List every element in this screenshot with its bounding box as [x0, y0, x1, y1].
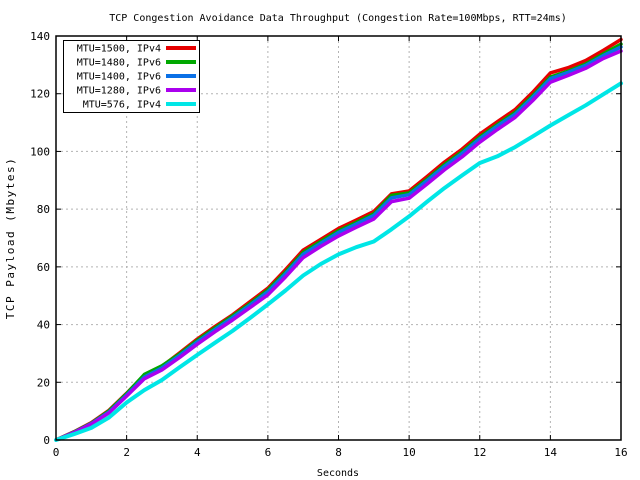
legend-label-0: MTU=1500, IPv4: [77, 44, 161, 55]
series-line-4: [54, 81, 623, 442]
x-tick-label: 6: [265, 446, 272, 459]
y-tick-label: 40: [37, 319, 50, 332]
y-tick-label: 0: [43, 434, 50, 447]
x-tick-label: 10: [403, 446, 416, 459]
x-tick-label: 4: [194, 446, 201, 459]
series-line-3: [54, 49, 623, 442]
series-layer: [54, 37, 623, 442]
y-tick-label: 60: [37, 261, 50, 274]
y-tick-label: 80: [37, 203, 50, 216]
x-tick-label: 0: [53, 446, 60, 459]
legend-label-1: MTU=1480, IPv6: [77, 58, 161, 69]
y-tick-label: 20: [37, 376, 50, 389]
x-tick-label: 8: [335, 446, 342, 459]
x-tick-label: 2: [123, 446, 130, 459]
legend-label-4: MTU=576, IPv4: [83, 100, 161, 111]
x-tick-label: 14: [544, 446, 558, 459]
y-tick-label: 100: [30, 145, 50, 158]
y-tick-label: 140: [30, 30, 50, 43]
ticks-layer: [55, 35, 622, 441]
y-axis-label: TCP Payload (Mbytes): [4, 157, 17, 319]
x-axis-label: Seconds: [317, 468, 359, 479]
tick-labels-layer: 0 2 4 6 8 10 12 14 16 0 20 40 60 80 100 120 140: [30, 30, 628, 459]
legend-label-2: MTU=1400, IPv6: [77, 72, 161, 83]
legend: MTU=1500, IPv4 MTU=1480, IPv6 MTU=1400, IP…: [63, 40, 200, 113]
chart-title: TCP Congestion Avoidance Data Throughput…: [109, 13, 567, 24]
y-tick-label: 120: [30, 88, 50, 101]
x-tick-label: 12: [473, 446, 486, 459]
x-tick-label: 16: [614, 446, 627, 459]
legend-label-3: MTU=1280, IPv6: [77, 86, 161, 97]
